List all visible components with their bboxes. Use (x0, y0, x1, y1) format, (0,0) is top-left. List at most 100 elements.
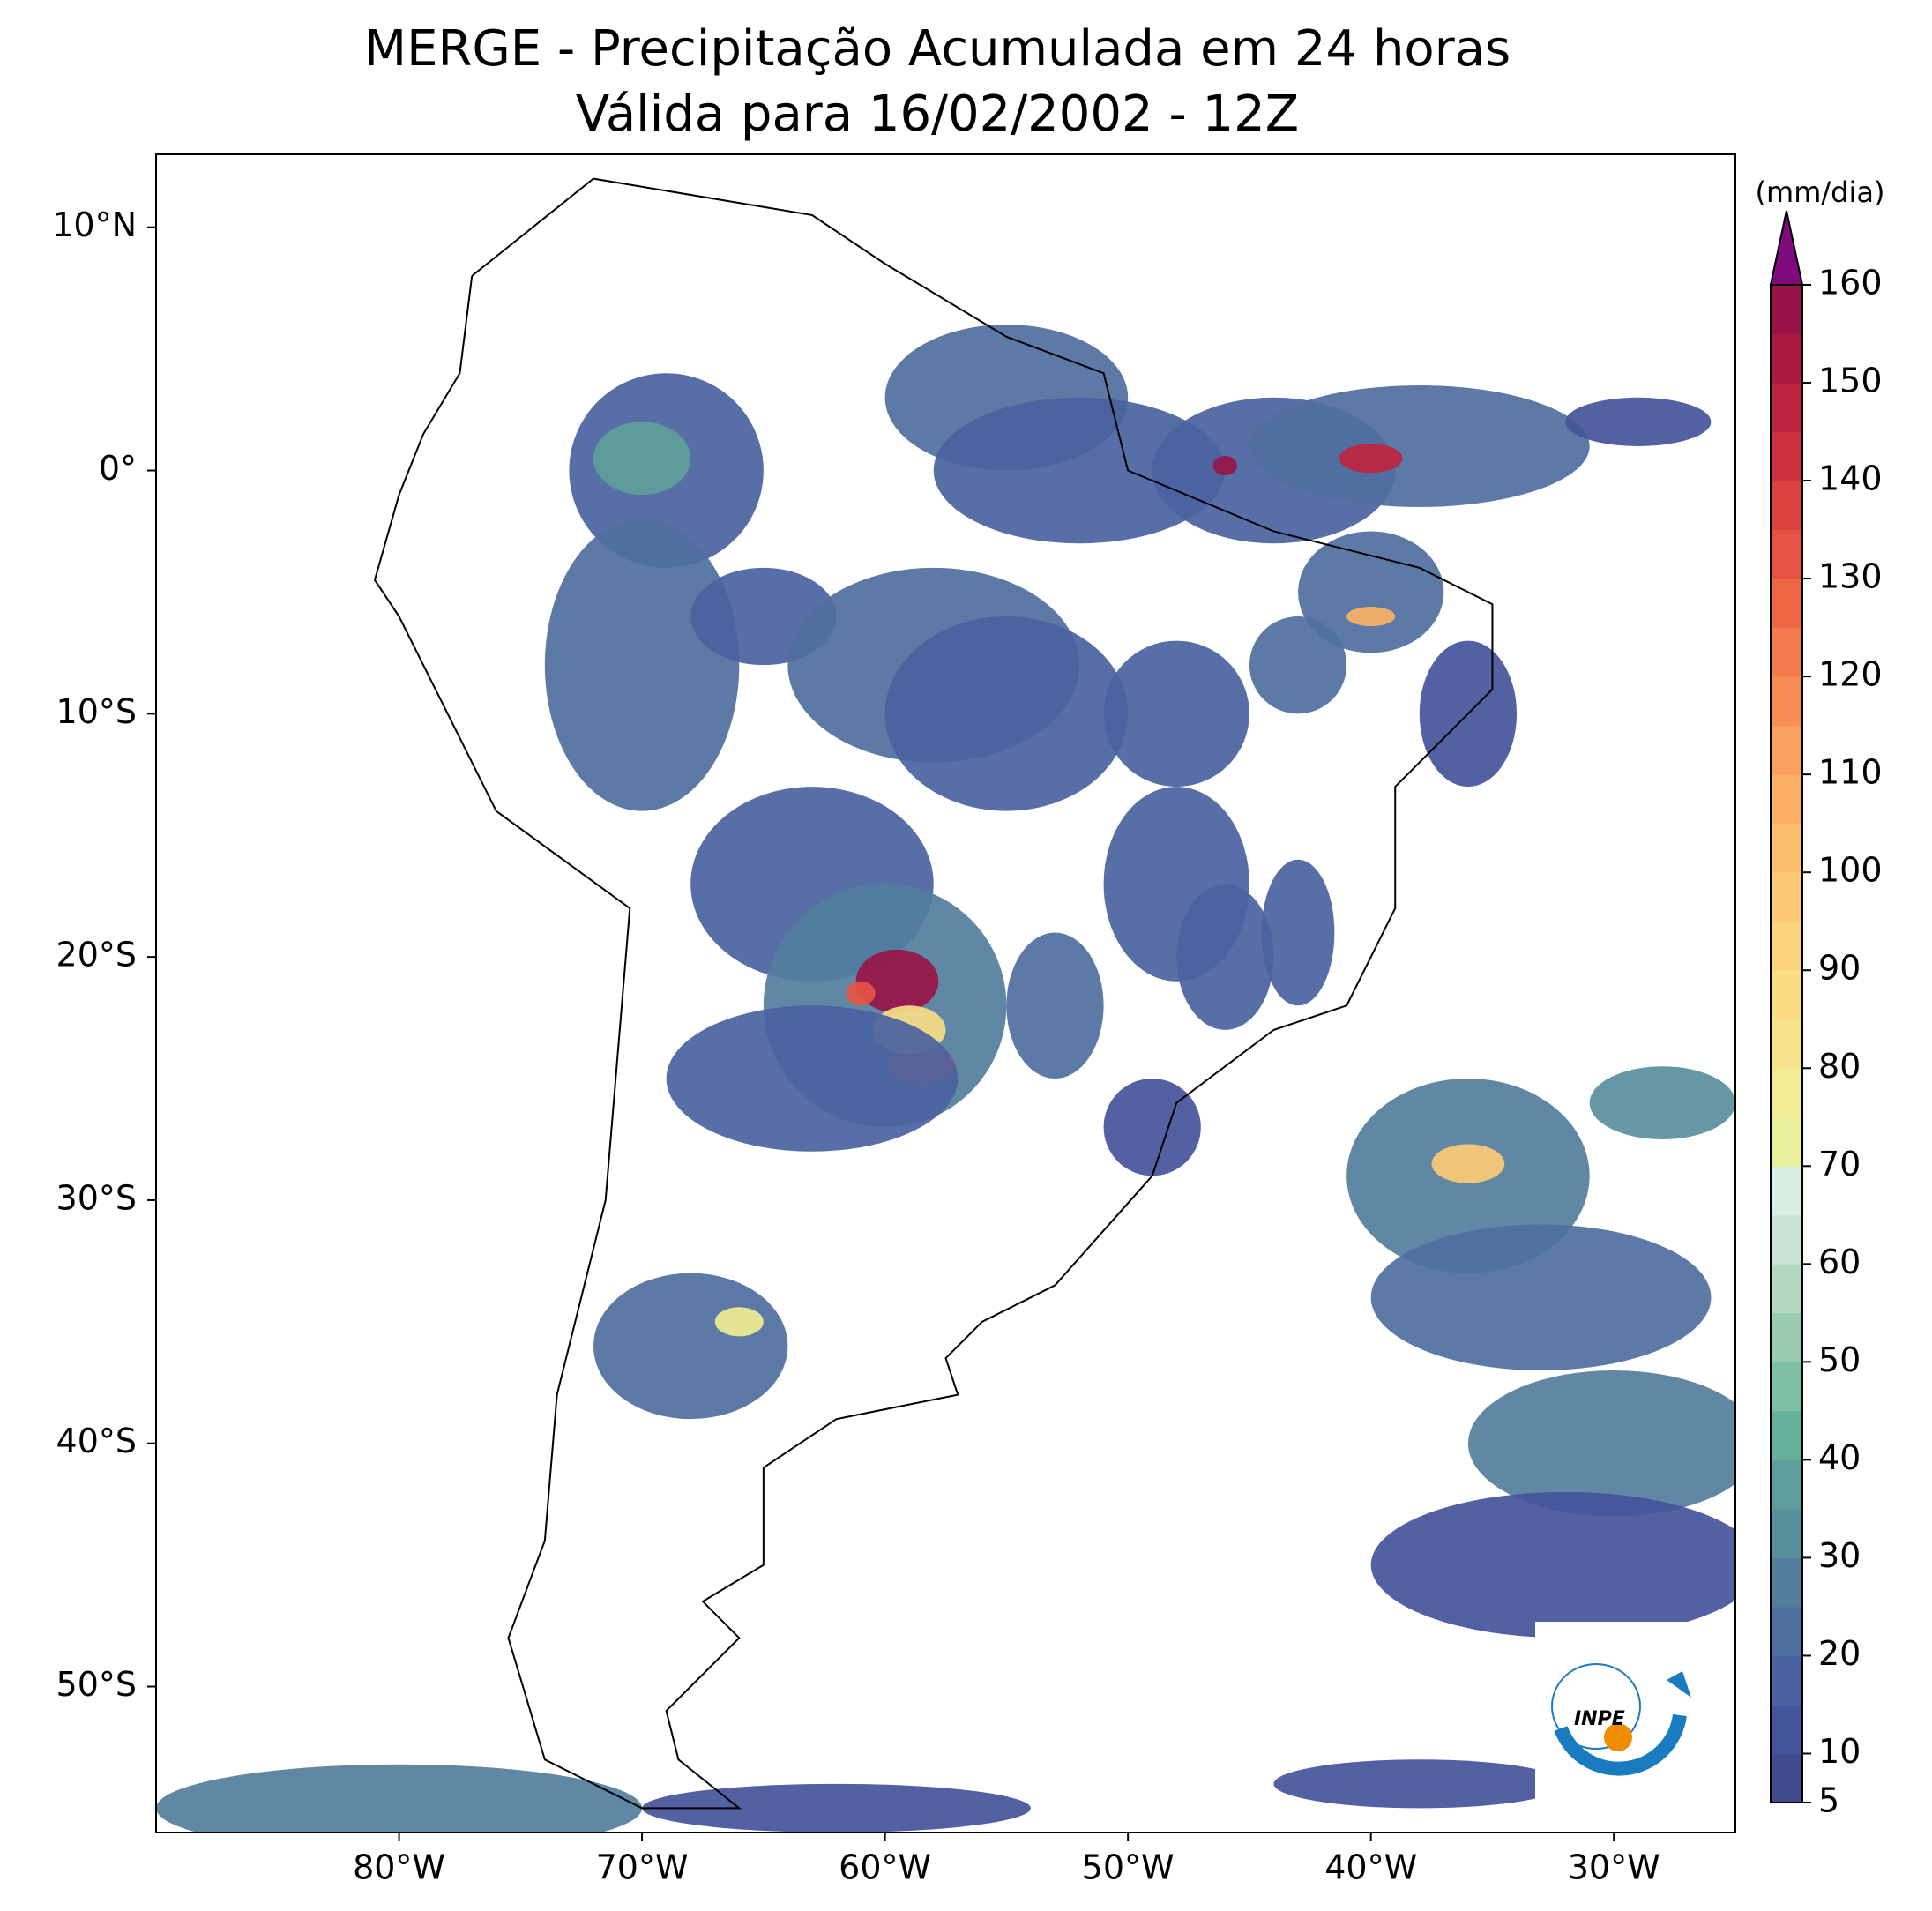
map-frame (155, 153, 1736, 1833)
colorbar-tick-label: 10 (1818, 1732, 1861, 1771)
precip-area (666, 1005, 959, 1152)
colorbar-band (1771, 970, 1802, 1020)
colorbar-band (1771, 285, 1802, 335)
colorbar-tick-label: 40 (1818, 1438, 1861, 1477)
precip-area (544, 519, 740, 811)
precip-area (1103, 640, 1249, 788)
precip-area (593, 422, 691, 496)
x-tick-label: 60°W (839, 1848, 931, 1887)
x-tick-label: 30°W (1568, 1848, 1660, 1887)
colorbar-band (1771, 481, 1802, 531)
colorbar-tick-label: 20 (1818, 1634, 1861, 1673)
colorbar-band (1771, 529, 1802, 579)
colorbar-band (1771, 921, 1802, 971)
colorbar-tick-label: 90 (1818, 949, 1861, 988)
precip-area (1261, 859, 1335, 1006)
precip-area (1431, 1144, 1505, 1183)
x-tick-label: 40°W (1324, 1848, 1417, 1887)
colorbar-band (1771, 823, 1802, 873)
precip-area (855, 949, 939, 1013)
x-tick-label: 70°W (596, 1848, 689, 1887)
colorbar-band (1771, 1655, 1802, 1706)
precip-area (846, 981, 876, 1006)
y-tick-label: 0° (99, 449, 137, 488)
colorbar-band (1771, 1459, 1802, 1510)
colorbar-band (1771, 1410, 1802, 1460)
colorbar-band (1771, 627, 1802, 677)
title: MERGE - Precipitação Acumulada em 24 hor… (364, 20, 1511, 78)
colorbar-band (1771, 725, 1802, 775)
colorbar-band (1771, 1312, 1802, 1362)
colorbar-band (1771, 1214, 1802, 1265)
precip-area (1467, 1370, 1735, 1517)
precip-area (884, 616, 1129, 811)
subtitle: Válida para 16/02/2002 - 12Z (576, 86, 1299, 143)
precip-area (1176, 884, 1274, 1030)
colorbar-tick-label: 140 (1818, 459, 1883, 498)
colorbar-band (1771, 1753, 1802, 1803)
colorbar-tick-label: 120 (1818, 655, 1883, 694)
colorbar-band (1771, 1557, 1802, 1608)
precip-area (156, 1764, 642, 1833)
y-tick-label: 10°S (56, 692, 137, 731)
y-tick-label: 10°N (52, 205, 137, 244)
colorbar-tick-label: 5 (1818, 1781, 1839, 1820)
colorbar-tick-label: 80 (1818, 1047, 1861, 1086)
colorbar-tick-label: 70 (1818, 1145, 1861, 1183)
colorbar-tick-label: 50 (1818, 1340, 1861, 1379)
precip-area (1249, 385, 1590, 507)
colorbar-band (1771, 383, 1802, 433)
precip-area (1273, 1759, 1566, 1809)
precip-area (1589, 1066, 1735, 1139)
x-tick-label: 80°W (353, 1848, 445, 1887)
colorbar-band (1771, 1508, 1802, 1558)
colorbar-band (1771, 1704, 1802, 1754)
colorbar-band (1771, 1264, 1802, 1314)
precip-area (1339, 444, 1403, 474)
colorbar-band (1771, 579, 1802, 629)
precip-area (933, 397, 1226, 544)
logo: INPE (1535, 1622, 1719, 1808)
colorbar-tick-label: 30 (1818, 1536, 1861, 1575)
coastline (373, 177, 1494, 1810)
colorbar-tick-label: 110 (1818, 753, 1883, 792)
precip-area (1212, 455, 1238, 476)
colorbar-band (1771, 872, 1802, 922)
colorbar-frame (1770, 284, 1803, 1803)
x-tick-label: 50°W (1082, 1848, 1175, 1887)
y-tick-label: 30°S (56, 1178, 137, 1217)
precip-area (1006, 932, 1104, 1079)
precip-area (642, 1783, 1031, 1833)
precip-area (1370, 1224, 1712, 1370)
map-area (156, 177, 1735, 1833)
y-tick-label: 20°S (56, 936, 137, 974)
precip-area (1565, 397, 1712, 446)
colorbar-band (1771, 1019, 1802, 1069)
colorbar-band (1771, 1362, 1802, 1412)
colorbar-band (1771, 1116, 1802, 1167)
colorbar-band (1771, 1068, 1802, 1118)
precip-area (714, 1307, 764, 1337)
colorbar-tick-label: 60 (1818, 1243, 1861, 1281)
colorbar-tick-label: 130 (1818, 557, 1883, 596)
precip-area (1370, 1491, 1735, 1639)
y-tick-label: 40°S (56, 1422, 137, 1460)
colorbar-tick-label: 100 (1818, 851, 1883, 890)
colorbar-label: (mm/dia) (1756, 175, 1885, 209)
precip-area (593, 1273, 788, 1420)
precip-area (1298, 531, 1444, 653)
precip-area (1346, 606, 1396, 627)
precip-area (1103, 1079, 1201, 1176)
colorbar-tick-label: 160 (1818, 264, 1883, 302)
colorbar-extend (1769, 210, 1804, 286)
colorbar-tick-label: 150 (1818, 362, 1883, 400)
y-tick-label: 50°S (56, 1665, 137, 1704)
colorbar-band (1771, 1166, 1802, 1216)
colorbar-band (1771, 431, 1802, 481)
colorbar-band (1771, 676, 1802, 727)
logo-text: INPE (1574, 1708, 1625, 1730)
colorbar-band (1771, 774, 1802, 825)
precip-area (1249, 616, 1347, 714)
